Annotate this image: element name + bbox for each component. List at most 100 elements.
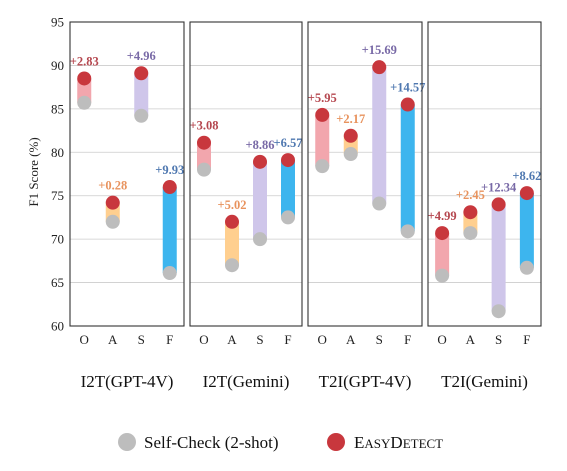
gap-bar-S — [491, 204, 506, 312]
delta-label-S: +4.96 — [127, 49, 156, 63]
delta-label-A: +5.02 — [218, 198, 247, 212]
y-axis-title: F1 Score (%) — [26, 137, 41, 206]
gap-bar-O — [315, 114, 330, 167]
gap-bar-S — [134, 73, 149, 116]
delta-label-F: +9.93 — [155, 163, 184, 177]
delta-label-O: +5.95 — [308, 91, 337, 105]
delta-label-A: +0.28 — [98, 179, 127, 193]
x-tick-label: S — [376, 332, 383, 347]
self-check-point-S — [491, 304, 506, 319]
y-tick-label: 90 — [51, 58, 64, 73]
x-tick-label: O — [199, 332, 208, 347]
y-tick-label: 70 — [51, 232, 64, 247]
panel-frame — [189, 21, 303, 327]
delta-label-F: +6.57 — [274, 136, 303, 150]
easydetect-point-A — [105, 195, 120, 210]
easydetect-point-O — [435, 226, 450, 241]
legend-easydetect-part-3: D — [390, 433, 402, 452]
delta-label-A: +2.45 — [456, 188, 485, 202]
easydetect-point-A — [225, 214, 239, 229]
y-tick-label: 65 — [51, 275, 64, 290]
x-tick-label: A — [227, 332, 237, 347]
legend-easydetect-part-1: E — [354, 433, 364, 452]
y-tick-label: 85 — [51, 101, 64, 116]
gap-bar-F — [281, 160, 295, 218]
delta-label-O: +3.08 — [190, 119, 219, 133]
self-check-point-O — [197, 162, 211, 177]
delta-label-F: +8.62 — [512, 169, 541, 183]
x-tick-label: S — [138, 332, 145, 347]
panel-frame — [69, 21, 185, 327]
panel-1: +2.83 +0.28 +4.96 +9.93 O A S F I2T(GPT-4V) — [69, 21, 185, 391]
panel-3: +5.95 +2.17 +15.69 +14.57 O A S F T2I(GPT-4V) — [307, 21, 425, 391]
panel-title: I2T(GPT-4V) — [81, 372, 174, 391]
gap-bar-F — [519, 193, 534, 268]
y-tick-label: 75 — [51, 188, 64, 203]
delta-label-O: +2.83 — [70, 54, 99, 68]
delta-label-S: +12.34 — [481, 180, 517, 194]
legend-baseline-marker — [118, 433, 136, 451]
gap-bar-O — [197, 142, 211, 170]
y-tick-label: 80 — [51, 145, 64, 160]
easydetect-point-S — [134, 66, 149, 81]
self-check-point-S — [372, 196, 387, 211]
x-tick-label: A — [108, 332, 118, 347]
self-check-point-F — [519, 260, 534, 275]
x-tick-label: O — [437, 332, 446, 347]
gap-bar-S — [253, 161, 267, 240]
x-tick-label: A — [346, 332, 356, 347]
legend-easydetect-part-4: ETECT — [403, 436, 443, 451]
gap-bar-O — [435, 233, 450, 276]
easydetect-point-A — [463, 205, 478, 220]
panel-frame — [427, 21, 542, 327]
x-tick-label: F — [166, 332, 173, 347]
easydetect-point-F — [519, 186, 534, 201]
easydetect-point-O — [315, 107, 330, 122]
self-check-point-F — [281, 210, 295, 225]
legend-easydetect-label: EASYDETECT — [354, 433, 443, 452]
y-tick-label: 60 — [51, 319, 64, 334]
self-check-point-O — [77, 95, 92, 110]
x-tick-label: S — [495, 332, 502, 347]
panel-title: T2I(Gemini) — [441, 372, 528, 391]
easydetect-point-F — [162, 180, 177, 195]
panel-2: +3.08 +5.02 +8.86 +6.57 O A S F I2T(Gemini) — [189, 21, 303, 391]
x-tick-label: F — [284, 332, 291, 347]
self-check-point-A — [105, 214, 120, 229]
panels-layer: 60 65 70 75 80 85 90 95 +2.83 +0.28 +4.96 +9.93 O A S F… — [51, 15, 542, 391]
self-check-point-A — [225, 258, 239, 273]
self-check-point-A — [343, 147, 358, 162]
easydetect-point-S — [372, 60, 387, 75]
gap-bar-F — [162, 187, 177, 274]
legend-easydetect-part-2: ASY — [364, 436, 391, 451]
easydetect-point-F — [400, 97, 415, 112]
gap-bar-S — [372, 67, 387, 204]
x-tick-label: S — [256, 332, 263, 347]
legend-easydetect-marker — [327, 433, 345, 451]
easydetect-point-O — [77, 71, 92, 86]
easydetect-point-A — [343, 128, 358, 143]
delta-label-S: +8.86 — [246, 138, 275, 152]
delta-label-A: +2.17 — [336, 112, 365, 126]
panel-title: I2T(Gemini) — [203, 372, 290, 391]
self-check-point-S — [253, 232, 267, 247]
easydetect-point-F — [281, 153, 295, 168]
legend: Self-Check (2-shot) EASYDETECT — [118, 433, 443, 452]
self-check-point-S — [134, 108, 149, 123]
x-tick-label: F — [523, 332, 530, 347]
self-check-point-A — [463, 226, 478, 241]
gap-bar-F — [400, 104, 415, 232]
x-tick-label: O — [80, 332, 89, 347]
x-tick-label: A — [466, 332, 476, 347]
legend-baseline-label: Self-Check (2-shot) — [144, 433, 279, 452]
self-check-point-O — [435, 268, 450, 283]
self-check-point-O — [315, 159, 330, 174]
gap-bar-A — [225, 221, 239, 266]
easydetect-point-O — [197, 135, 211, 150]
delta-label-O: +4.99 — [428, 209, 457, 223]
delta-label-S: +15.69 — [362, 43, 397, 57]
x-tick-label: F — [404, 332, 411, 347]
easydetect-point-S — [491, 197, 506, 212]
